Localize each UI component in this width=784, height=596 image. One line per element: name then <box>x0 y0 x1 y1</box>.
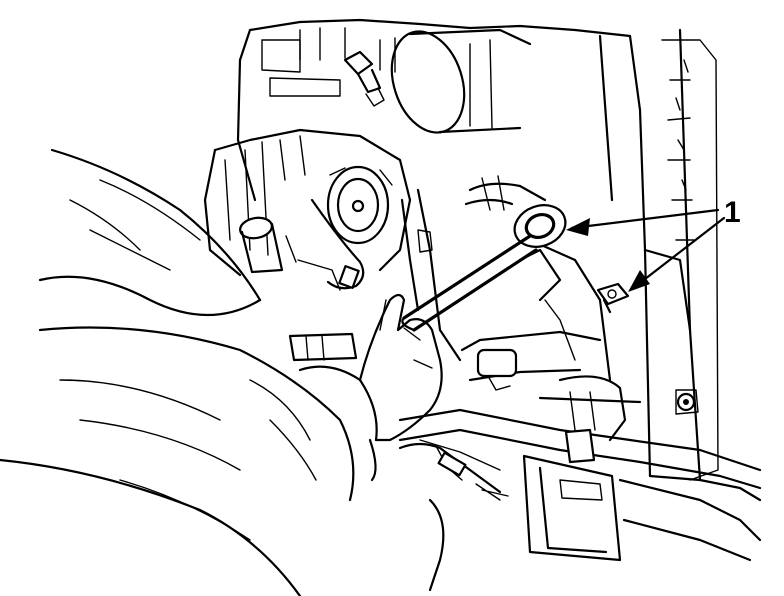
alternator-outlet-pipe <box>239 216 297 274</box>
technician-arm <box>0 148 443 596</box>
right-housing-panel <box>598 28 762 502</box>
engine-block <box>236 18 762 502</box>
panel-bolt <box>675 389 699 415</box>
alternator <box>203 128 412 291</box>
wrench-tool <box>401 234 538 332</box>
lower-pipe-assembly <box>398 330 762 490</box>
pulley <box>326 165 393 245</box>
tool-handle <box>288 332 358 362</box>
callout-label-1: 1 <box>724 196 741 229</box>
air-intake-pipe <box>390 28 532 134</box>
callout-leaders <box>566 208 726 292</box>
connector-plug-right <box>596 282 630 314</box>
wiring-harness <box>398 442 509 592</box>
coolant-pipes <box>400 175 612 382</box>
mounting-bracket <box>522 454 762 562</box>
hose-fitting-top <box>343 50 385 107</box>
